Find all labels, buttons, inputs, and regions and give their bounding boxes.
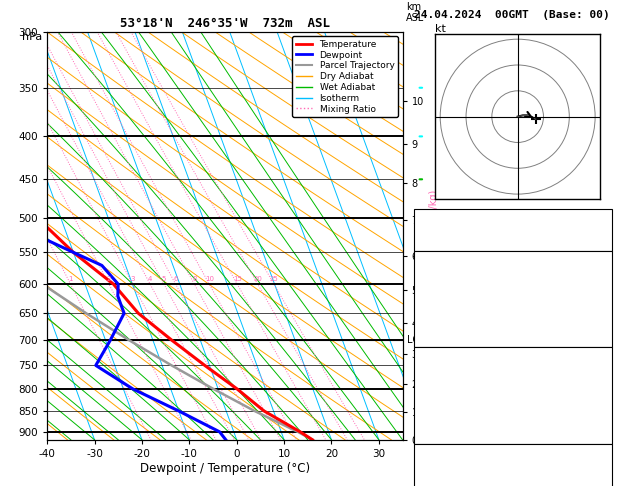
Text: θₑ(K): θₑ(K)	[417, 294, 448, 304]
Text: 4: 4	[603, 308, 609, 318]
Text: 4: 4	[603, 391, 609, 401]
Y-axis label: Mixing Ratio (g/kg): Mixing Ratio (g/kg)	[430, 190, 440, 282]
Text: Surface: Surface	[491, 252, 535, 262]
Text: PW (cm): PW (cm)	[417, 239, 461, 249]
Text: Pressure (mb): Pressure (mb)	[417, 363, 498, 373]
Text: 306: 306	[590, 377, 609, 387]
Text: 2: 2	[107, 276, 111, 282]
Title: 53°18'N  246°35'W  732m  ASL: 53°18'N 246°35'W 732m ASL	[120, 17, 330, 31]
Text: 19: 19	[596, 474, 609, 484]
Text: K: K	[417, 211, 423, 221]
Text: CAPE (J): CAPE (J)	[417, 322, 467, 332]
Text: 3: 3	[130, 276, 135, 282]
Text: km
ASL: km ASL	[406, 2, 425, 23]
Text: LCL: LCL	[407, 335, 425, 345]
Text: 0: 0	[603, 418, 609, 429]
Text: 16: 16	[596, 266, 609, 277]
Text: 20: 20	[253, 276, 262, 282]
Text: 0.91: 0.91	[584, 239, 609, 249]
Text: Most Unstable: Most Unstable	[472, 349, 554, 360]
Text: θₑ (K): θₑ (K)	[417, 377, 455, 387]
Text: 29: 29	[596, 405, 609, 415]
Text: CAPE (J): CAPE (J)	[417, 405, 467, 415]
Text: SREH: SREH	[417, 474, 442, 484]
Text: Totals Totals: Totals Totals	[417, 225, 498, 235]
Text: CIN (J): CIN (J)	[417, 418, 461, 429]
Text: EH: EH	[417, 460, 430, 470]
Legend: Temperature, Dewpoint, Parcel Trajectory, Dry Adiabat, Wet Adiabat, Isotherm, Mi: Temperature, Dewpoint, Parcel Trajectory…	[292, 36, 398, 117]
Text: 1: 1	[69, 276, 73, 282]
Text: 24.04.2024  00GMT  (Base: 00): 24.04.2024 00GMT (Base: 00)	[414, 10, 610, 20]
Text: 6: 6	[174, 276, 178, 282]
Text: -2.3: -2.3	[584, 280, 609, 290]
Text: Temp (°C): Temp (°C)	[417, 266, 473, 277]
Text: 46: 46	[596, 225, 609, 235]
Text: 4: 4	[148, 276, 152, 282]
Text: Lifted Index: Lifted Index	[417, 391, 492, 401]
Text: 18: 18	[596, 460, 609, 470]
Text: kt: kt	[435, 24, 446, 34]
Text: 15: 15	[233, 276, 242, 282]
Text: 8: 8	[192, 276, 197, 282]
Text: hPa: hPa	[22, 32, 43, 42]
X-axis label: Dewpoint / Temperature (°C): Dewpoint / Temperature (°C)	[140, 462, 310, 475]
Text: 306: 306	[590, 294, 609, 304]
Text: 29: 29	[596, 322, 609, 332]
Text: 23: 23	[596, 211, 609, 221]
Text: Lifted Index: Lifted Index	[417, 308, 492, 318]
Text: 5: 5	[162, 276, 166, 282]
Text: 25: 25	[270, 276, 278, 282]
Text: 10: 10	[205, 276, 214, 282]
Text: 0: 0	[603, 335, 609, 346]
Text: 926: 926	[590, 363, 609, 373]
Text: © weatheronline.co.uk: © weatheronline.co.uk	[414, 472, 537, 482]
Text: Hodograph: Hodograph	[485, 446, 541, 456]
Text: Dewp (°C): Dewp (°C)	[417, 280, 473, 290]
Text: CIN (J): CIN (J)	[417, 335, 461, 346]
